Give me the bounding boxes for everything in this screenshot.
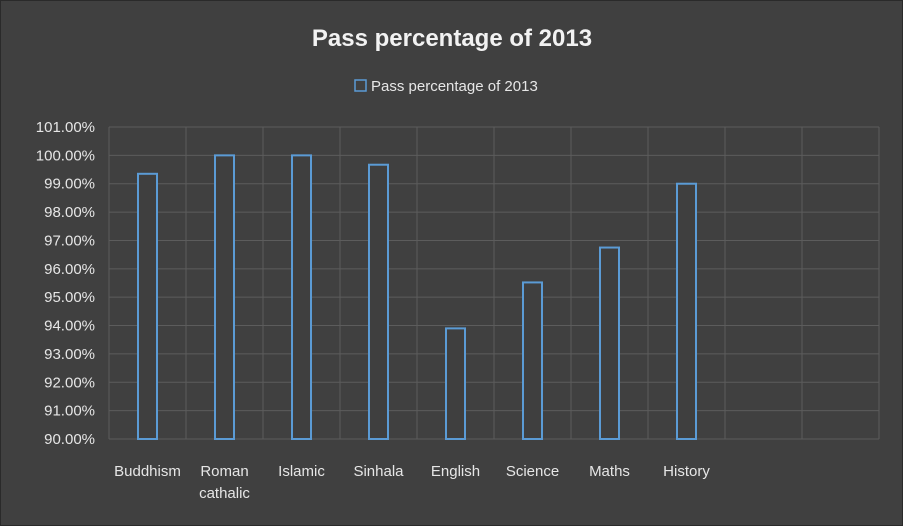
y-tick-label: 98.00% [44, 204, 95, 221]
x-category-label: English [431, 463, 480, 480]
y-tick-label: 101.00% [36, 119, 95, 136]
x-category-label: Science [506, 463, 559, 480]
x-axis-labels: Buddhism Roman cathalic Islamic Sinhala Engli… [114, 463, 710, 502]
bar [137, 172, 158, 441]
x-category-label: Roman cathalic [199, 463, 250, 502]
y-tick-label: 93.00% [44, 346, 95, 363]
x-category-label: Islamic [278, 463, 325, 480]
y-axis-ticks: 101.00% 100.00% 99.00% 98.00% 97.00% 96.00% 95… [36, 119, 95, 448]
x-category-label: History [663, 463, 710, 480]
y-tick-label: 91.00% [44, 403, 95, 420]
chart-title: Pass percentage of 2013 [312, 25, 592, 52]
bar [368, 163, 389, 440]
bar [214, 154, 235, 440]
legend-swatch [354, 79, 367, 92]
legend-label: Pass percentage of 2013 [371, 78, 538, 95]
bar [599, 246, 620, 440]
x-category-label: Maths [589, 463, 630, 480]
y-tick-label: 92.00% [44, 374, 95, 391]
bars [137, 154, 697, 441]
y-tick-label: 90.00% [44, 431, 95, 448]
y-tick-label: 99.00% [44, 176, 95, 193]
y-tick-label: 100.00% [36, 147, 95, 164]
bar [522, 281, 543, 441]
y-tick-label: 94.00% [44, 318, 95, 335]
bar [291, 154, 312, 440]
legend: Pass percentage of 2013 [354, 78, 538, 95]
bar [676, 182, 697, 440]
y-tick-label: 96.00% [44, 261, 95, 278]
x-category-label: Buddhism [114, 463, 181, 480]
gridlines [108, 126, 880, 440]
x-category-label: Sinhala [353, 463, 404, 480]
y-tick-label: 97.00% [44, 232, 95, 249]
y-tick-label: 95.00% [44, 289, 95, 306]
bar [445, 327, 466, 440]
